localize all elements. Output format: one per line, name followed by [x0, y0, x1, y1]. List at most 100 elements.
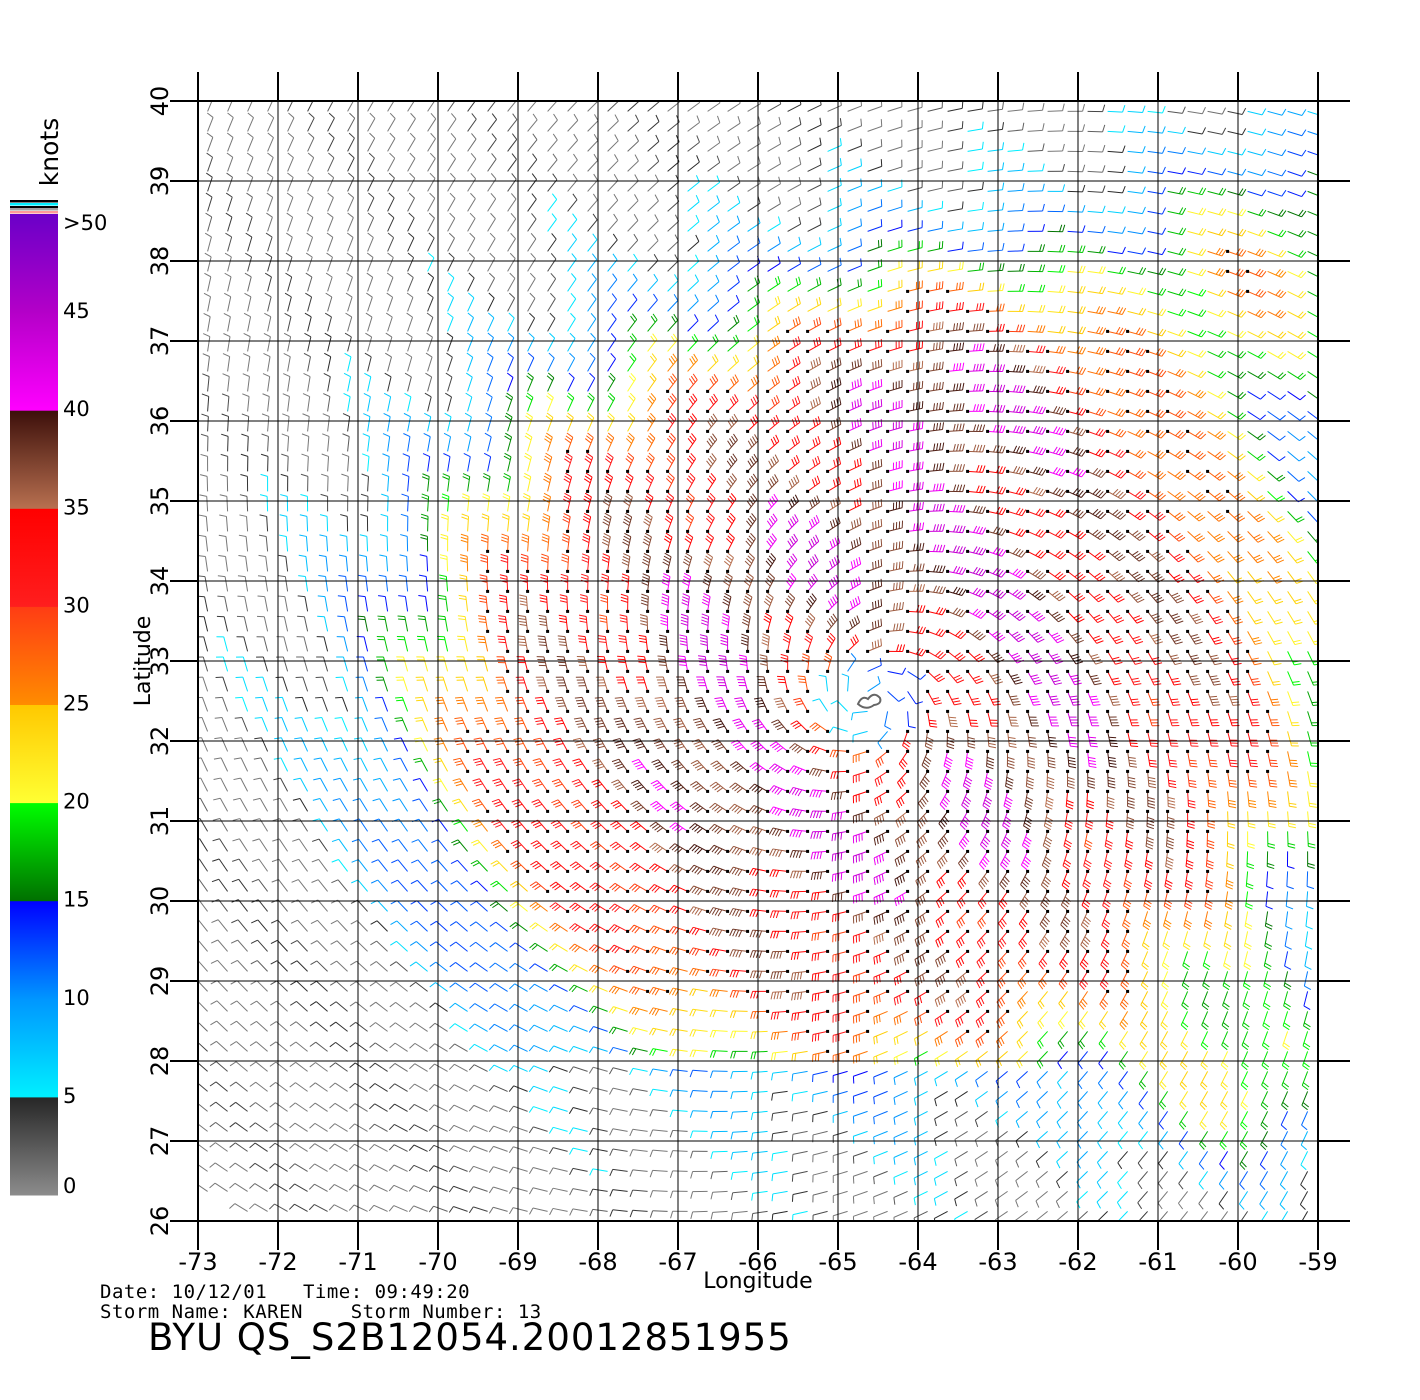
wind-barb [1224, 891, 1234, 910]
barb-flag [935, 920, 940, 928]
wind-barb [1303, 991, 1311, 1011]
barb-shaft [215, 1101, 228, 1112]
wind-barb [649, 1190, 668, 1198]
barb-flag [717, 848, 723, 855]
barb-flag [876, 956, 879, 964]
barb-shaft [772, 990, 788, 993]
wind-barb [230, 1000, 248, 1012]
barb-shaft [672, 1069, 688, 1072]
wind-barb [250, 960, 268, 972]
barb-flag [229, 1122, 236, 1128]
barb-flag [649, 1027, 654, 1035]
barb-flag [1122, 998, 1129, 1005]
barb-flag [873, 937, 876, 945]
barb-flag [1166, 836, 1175, 841]
barb-flag [1119, 1043, 1125, 1050]
barb-flag [1039, 1000, 1045, 1007]
wind-barb [368, 1143, 388, 1152]
barb-shaft [453, 1084, 468, 1092]
barb-flag [922, 934, 926, 942]
wind-barb [955, 969, 970, 988]
barb-flag [449, 1023, 456, 1029]
barb-flag [1307, 862, 1315, 866]
barb-shaft [914, 1010, 928, 1020]
barb-flag [289, 1000, 297, 1006]
wind-barb [1206, 809, 1216, 829]
barb-flag [649, 1149, 654, 1158]
rain-flag-dot [946, 849, 950, 853]
barb-flag [368, 1204, 375, 1212]
wind-barb [271, 899, 288, 912]
wind-barb [954, 1110, 968, 1127]
barb-flag [963, 836, 970, 843]
barb-flag [1222, 1005, 1229, 1011]
barb-flag [873, 1156, 875, 1165]
barb-shaft [732, 1130, 748, 1133]
barb-flag [811, 913, 814, 921]
barb-flag [209, 1142, 216, 1148]
wind-barb [589, 1208, 608, 1217]
barb-flag [369, 1103, 375, 1110]
wind-barb [1281, 1051, 1290, 1071]
barb-flag [1246, 882, 1254, 887]
barb-shaft [294, 1203, 308, 1212]
barb-flag [800, 992, 803, 1000]
wind-barb [309, 1163, 328, 1172]
wind-barb [569, 1208, 588, 1216]
rain-flag-dot [766, 969, 770, 973]
rain-flag-dot [686, 929, 690, 933]
barb-flag [983, 856, 990, 863]
barb-flag [589, 1209, 594, 1217]
barb-flag [954, 1079, 958, 1087]
barb-shaft [1219, 1111, 1229, 1125]
barb-shaft [417, 880, 428, 892]
barb-flag [571, 778, 579, 783]
barb-flag [1117, 1222, 1121, 1228]
wind-barb [292, 838, 309, 852]
barb-flag [814, 912, 817, 921]
barb-flag [209, 1101, 217, 1107]
barb-flag [896, 1056, 899, 1064]
barb-flag [939, 1036, 943, 1044]
wind-barb [873, 829, 890, 846]
barb-flag [957, 1018, 962, 1026]
barb-flag [292, 838, 300, 842]
barb-shaft [199, 818, 209, 832]
barb-flag [1123, 959, 1130, 965]
wind-barb [916, 829, 930, 849]
wind-barb [329, 1143, 348, 1152]
wind-barb [1137, 1171, 1148, 1190]
barb-flag [962, 838, 968, 845]
barb-flag [551, 903, 559, 910]
barb-shaft [373, 1164, 388, 1172]
wind-barb [1101, 909, 1111, 931]
barb-flag [651, 1028, 657, 1036]
barb-flag [1055, 1201, 1060, 1209]
wind-barb [549, 943, 568, 952]
barb-shaft [1056, 1151, 1068, 1162]
wind-barb [670, 780, 690, 793]
barb-shaft [572, 1167, 588, 1172]
wind-barb [528, 1085, 548, 1093]
wind-barb [994, 1170, 1008, 1188]
wind-barb [230, 939, 248, 952]
barb-flag [552, 842, 560, 848]
barb-flag [1246, 862, 1255, 867]
barb-shaft [532, 1207, 548, 1212]
wind-barb [329, 1062, 348, 1072]
barb-flag [819, 831, 823, 839]
wind-barb [1221, 1031, 1229, 1051]
wind-barb [198, 1103, 208, 1112]
barb-flag [372, 777, 381, 781]
barb-shaft [635, 842, 648, 852]
wind-barb [1303, 971, 1312, 990]
wind-barb [548, 1065, 568, 1073]
barb-flag [1082, 902, 1090, 908]
barb-flag [795, 809, 800, 817]
barb-flag [231, 878, 239, 883]
barb-shaft [418, 798, 429, 812]
wind-barb [371, 859, 388, 872]
barb-flag [709, 781, 717, 787]
barb-shaft [995, 1131, 1008, 1141]
rain-flag-dot [546, 789, 550, 793]
